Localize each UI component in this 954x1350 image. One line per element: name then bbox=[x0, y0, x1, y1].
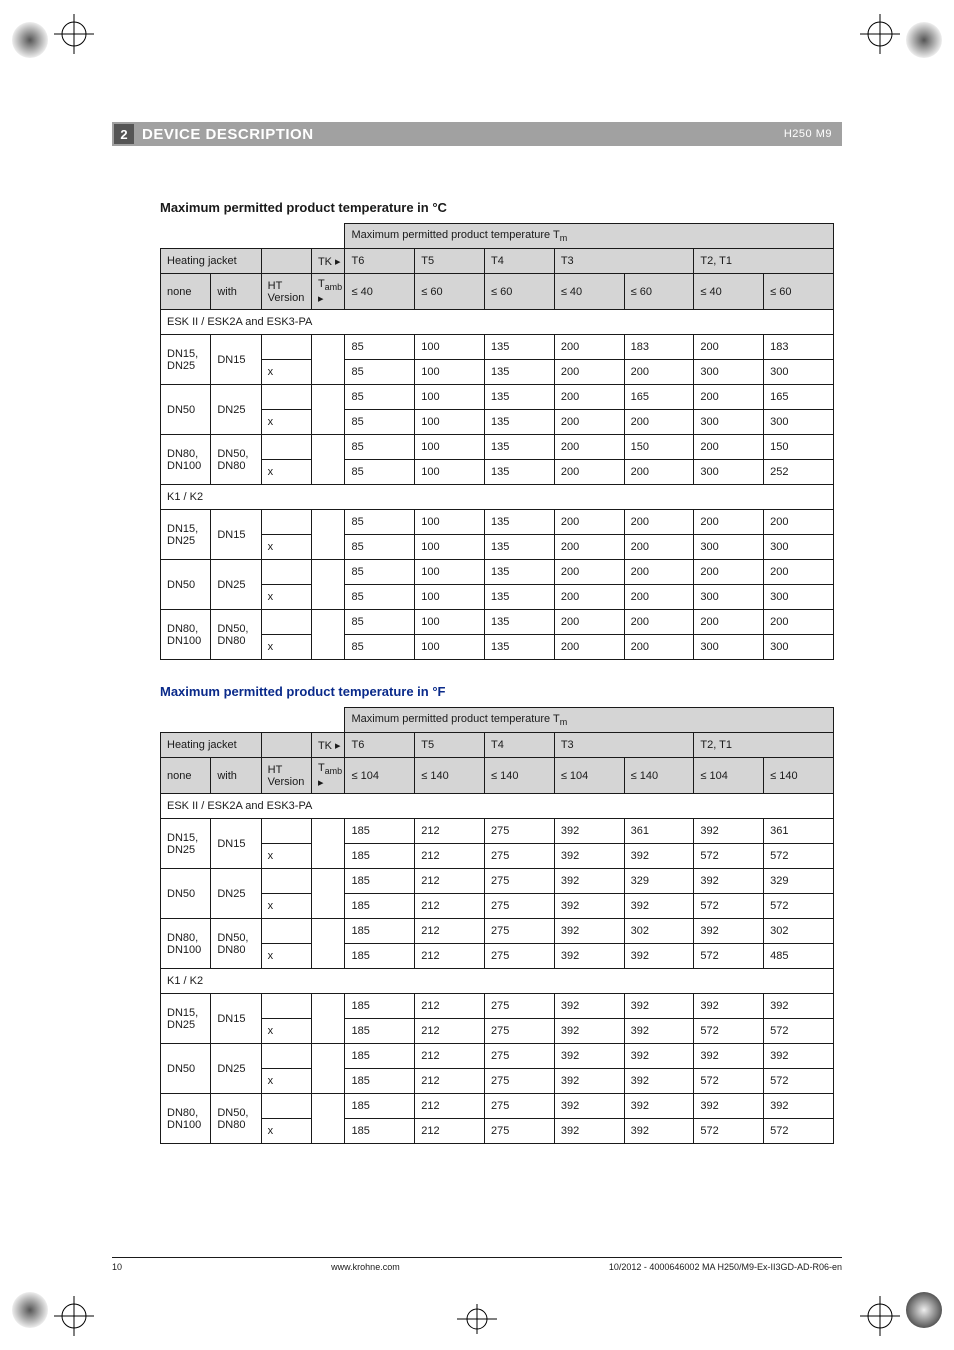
page-footer: 10 www.krohne.com 10/2012 - 4000646002 M… bbox=[112, 1257, 842, 1272]
footer-site: www.krohne.com bbox=[331, 1262, 400, 1272]
table-row: x 185212275392392572572 bbox=[161, 1069, 834, 1094]
heating-jacket-header: Heating jacket bbox=[161, 249, 262, 274]
col-t5: T5 bbox=[415, 249, 485, 274]
reg-mark-gradient-tr bbox=[902, 18, 946, 62]
table-row: x 85100135200200300300 bbox=[161, 535, 834, 560]
footer-docid: 10/2012 - 4000646002 MA H250/M9-Ex-II3GD… bbox=[609, 1262, 842, 1272]
table-row: x 85100135200200300300 bbox=[161, 635, 834, 660]
table-row: DN15, DN25 DN15 85100135200200200200 bbox=[161, 510, 834, 535]
table-row: DN80, DN100 DN50, DN80 18521227539239239… bbox=[161, 1094, 834, 1119]
table-row: x 185212275392392572572 bbox=[161, 844, 834, 869]
none-header: none bbox=[161, 274, 211, 310]
table-row: DN80, DN100 DN50, DN80 18521227539230239… bbox=[161, 919, 834, 944]
table-row: DN15, DN25 DN15 185212275392392392392 bbox=[161, 994, 834, 1019]
table-row: x 85100135200200300300 bbox=[161, 585, 834, 610]
col-t4: T4 bbox=[485, 249, 555, 274]
reg-mark-cross-tl bbox=[50, 10, 98, 58]
table-f: Maximum permitted product temperature Tm… bbox=[160, 707, 834, 1144]
table-f-toplabel: Maximum permitted product temperature Tm bbox=[345, 708, 834, 733]
tk-header: TK ▸ bbox=[311, 249, 345, 274]
table-row: x 85100135200200300300 bbox=[161, 360, 834, 385]
table-row: DN50 DN25 85100135200200200200 bbox=[161, 560, 834, 585]
section-header-bar: 2 DEVICE DESCRIPTION H250 M9 bbox=[112, 122, 842, 146]
table-c: Maximum permitted product temperature Tm… bbox=[160, 223, 834, 660]
table-row: DN50 DN25 85100135200165200165 bbox=[161, 385, 834, 410]
table-row: DN50 DN25 185212275392392392392 bbox=[161, 1044, 834, 1069]
reg-mark-bottom-center bbox=[457, 1304, 497, 1334]
page: 2 DEVICE DESCRIPTION H250 M9 Maximum per… bbox=[0, 0, 954, 1350]
table-row: x 185212275392392572572 bbox=[161, 1019, 834, 1044]
content-area: Maximum permitted product temperature in… bbox=[160, 200, 834, 1144]
with-header: with bbox=[211, 274, 261, 310]
reg-mark-cross-tr bbox=[856, 10, 904, 58]
reg-mark-cross-bl bbox=[50, 1292, 98, 1340]
col-t6: T6 bbox=[345, 249, 415, 274]
footer-page-number: 10 bbox=[112, 1262, 122, 1272]
reg-mark-gradient-br bbox=[902, 1288, 946, 1332]
table-row: x 85100135200200300252 bbox=[161, 460, 834, 485]
tamb-header: Tamb▸ bbox=[311, 274, 345, 310]
reg-mark-cross-br bbox=[856, 1292, 904, 1340]
table-row: x 85100135200200300300 bbox=[161, 410, 834, 435]
reg-mark-gradient-tl bbox=[8, 18, 52, 62]
table-row: DN15, DN25 DN15 185212275392361392361 bbox=[161, 819, 834, 844]
table-row: DN50 DN25 185212275392329392329 bbox=[161, 869, 834, 894]
col-t2t1: T2, T1 bbox=[694, 249, 834, 274]
col-t3: T3 bbox=[554, 249, 694, 274]
section-number: 2 bbox=[114, 124, 134, 144]
table-row: x 185212275392392572485 bbox=[161, 944, 834, 969]
reg-mark-gradient-bl bbox=[8, 1288, 52, 1332]
table-row: x 185212275392392572572 bbox=[161, 1119, 834, 1144]
model-label: H250 M9 bbox=[784, 128, 832, 140]
table-f-block: Maximum permitted product temperature in… bbox=[160, 684, 834, 1144]
section-k1k2: K1 / K2 bbox=[161, 485, 834, 510]
table-row: DN15, DN25 DN15 85100135200183200183 bbox=[161, 335, 834, 360]
ht-version-header: HT Version bbox=[261, 274, 311, 310]
table-f-caption: Maximum permitted product temperature in… bbox=[160, 684, 834, 699]
table-c-toplabel: Maximum permitted product temperature Tm bbox=[345, 224, 834, 249]
table-row: x 185212275392392572572 bbox=[161, 894, 834, 919]
table-c-caption: Maximum permitted product temperature in… bbox=[160, 200, 834, 215]
table-row: DN80, DN100 DN50, DN80 85100135200200200… bbox=[161, 610, 834, 635]
section-esk: ESK II / ESK2A and ESK3-PA bbox=[161, 310, 834, 335]
section-title: DEVICE DESCRIPTION bbox=[142, 126, 314, 143]
table-row: DN80, DN100 DN50, DN80 85100135200150200… bbox=[161, 435, 834, 460]
